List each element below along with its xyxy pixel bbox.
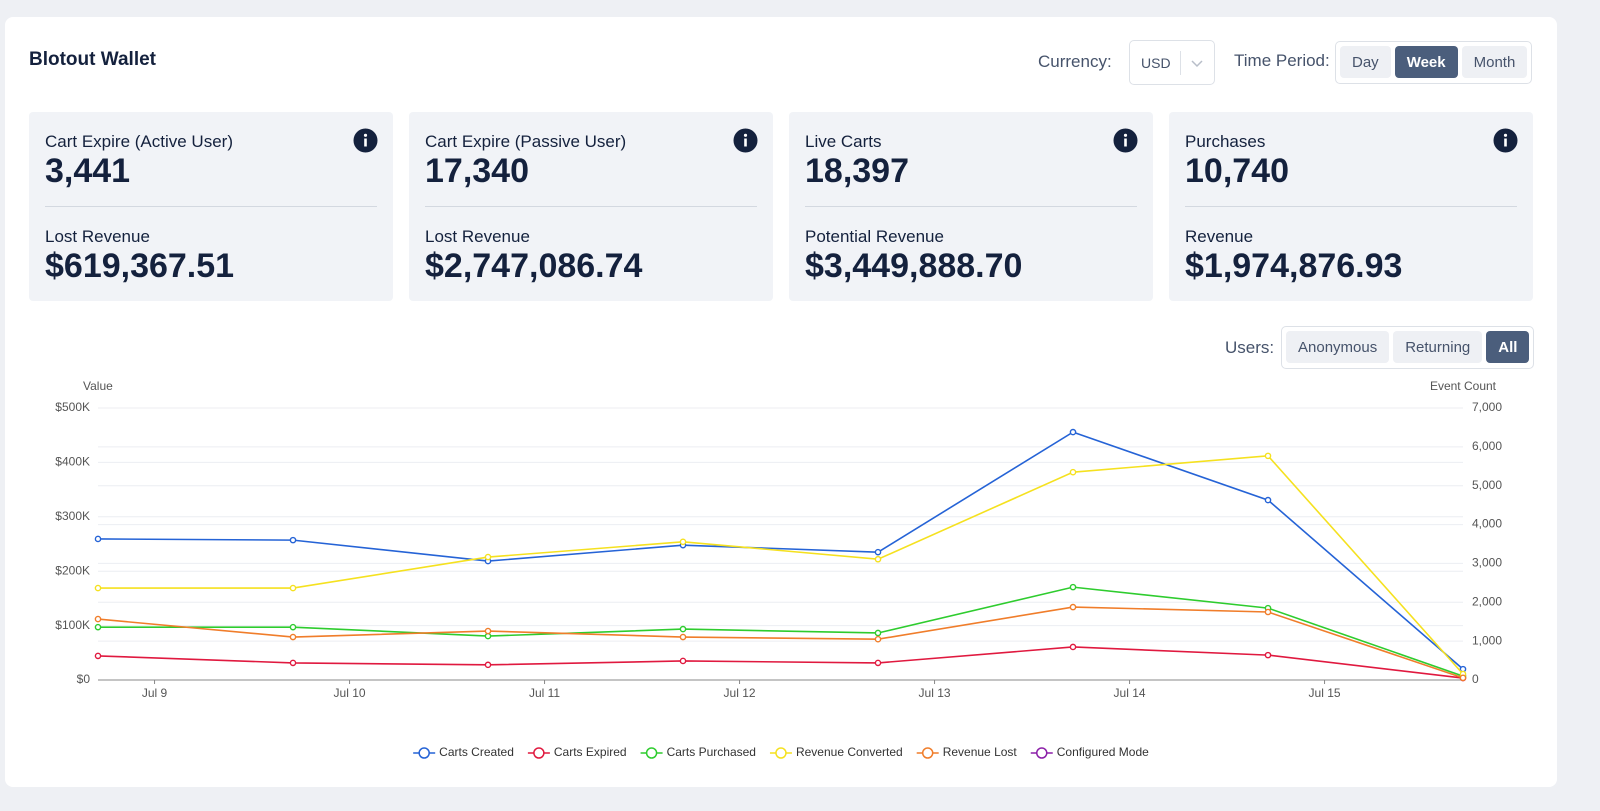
card-label: Cart Expire (Passive User) — [425, 132, 627, 151]
time-period-toggle: Day Week Month — [1335, 41, 1533, 84]
divider — [45, 206, 377, 207]
currency-label: Currency: — [1038, 52, 1112, 71]
card-sub-label: Lost Revenue — [45, 227, 150, 246]
stat-card: Purchases 10,740 Revenue $1,974,876.93 — [1169, 112, 1533, 301]
toggle-button[interactable]: All — [1486, 331, 1530, 363]
toggle-button[interactable]: Returning — [1393, 331, 1483, 363]
divider — [805, 206, 1137, 207]
card-sub-value: $619,367.51 — [45, 247, 235, 285]
card-label: Cart Expire (Active User) — [45, 132, 233, 151]
card-value: 17,340 — [425, 152, 529, 190]
info-icon[interactable] — [1493, 128, 1518, 153]
currency-value: USD — [1141, 55, 1171, 71]
toggle-button[interactable]: Month — [1461, 46, 1528, 78]
info-icon[interactable] — [733, 128, 758, 153]
users-toggle: Anonymous Returning All — [1281, 326, 1535, 369]
card-value: 3,441 — [45, 152, 131, 190]
card-label: Live Carts — [805, 132, 882, 151]
toggle-button[interactable]: Week — [1394, 46, 1458, 78]
info-icon[interactable] — [353, 128, 378, 153]
info-icon[interactable] — [1113, 128, 1138, 153]
currency-select[interactable]: USD — [1129, 40, 1215, 85]
divider — [425, 206, 757, 207]
card-sub-value: $1,974,876.93 — [1185, 247, 1403, 285]
stat-card: Cart Expire (Passive User) 17,340 Lost Rev… — [409, 112, 773, 301]
chevron — [1191, 60, 1203, 68]
page-title: Blotout Wallet — [29, 49, 156, 70]
stat-card: Live Carts 18,397 Potential Revenue $3,449,… — [789, 112, 1153, 301]
toggle-button[interactable]: Day — [1340, 46, 1391, 78]
card-sub-label: Lost Revenue — [425, 227, 530, 246]
card-sub-value: $3,449,888.70 — [805, 247, 1023, 285]
card-sub-label: Revenue — [1185, 227, 1254, 246]
card-label: Purchases — [1185, 132, 1266, 151]
stat-card: Cart Expire (Active User) 3,441 Lost Reven… — [29, 112, 393, 301]
card-value: 18,397 — [805, 152, 909, 190]
users-label: Users: — [1225, 338, 1275, 357]
card-value: 10,740 — [1185, 152, 1289, 190]
card-sub-value: $2,747,086.74 — [425, 247, 643, 285]
time-period-label: Time Period: — [1234, 51, 1330, 70]
toggle-button[interactable]: Anonymous — [1286, 331, 1390, 363]
card-sub-label: Potential Revenue — [805, 227, 944, 246]
divider — [1185, 206, 1517, 207]
